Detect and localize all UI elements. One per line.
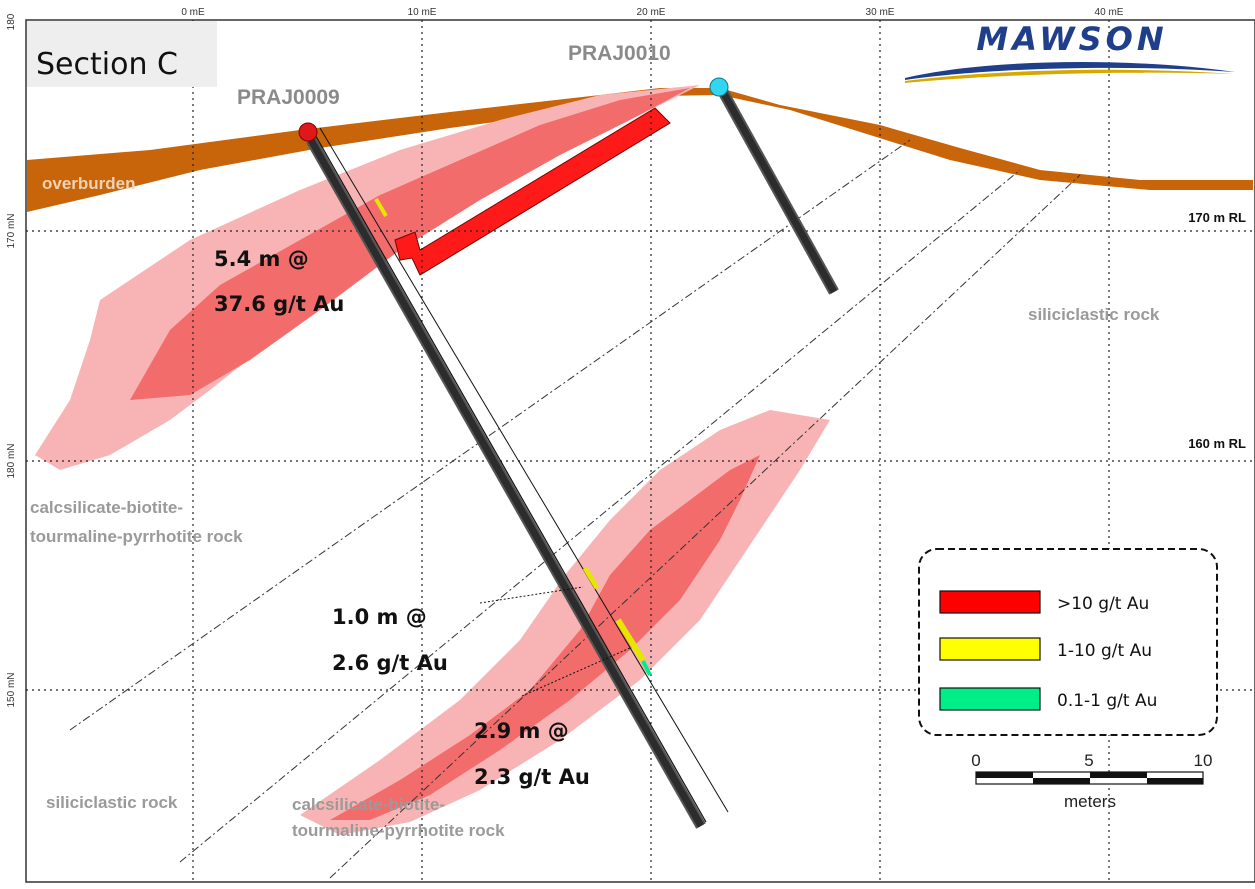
axis-label-0mE: 0 mE <box>181 7 205 18</box>
contact-line <box>179 169 1021 863</box>
drillhole-praj0009-core <box>307 138 705 828</box>
legend-label-medium: 1-10 g/t Au <box>1057 641 1152 661</box>
assay-tick-1-10 <box>615 618 646 662</box>
intercept-label-2-line2: 2.6 g/t Au <box>332 651 448 675</box>
trace-line-praj0009-outer <box>312 130 707 823</box>
trace-line-praj0009 <box>319 127 729 813</box>
axis-label-30mE: 30 mE <box>866 7 895 18</box>
upper-mineralised-core <box>130 88 690 400</box>
rock-label-siliciclastic-right: siliciclastic rock <box>1028 305 1160 324</box>
assay-intervals <box>374 197 652 676</box>
assay-tick-0.1-1 <box>641 660 652 676</box>
collar-praj0009 <box>298 122 318 142</box>
scale-unit: meters <box>1064 792 1116 811</box>
scale-seg <box>1090 772 1147 778</box>
scale-tick-0: 0 <box>971 751 980 770</box>
drillhole-label-praj0010: PRAJ0010 <box>568 42 671 65</box>
intercept-label-2-line1: 1.0 m @ <box>332 605 427 629</box>
axis-label-180mN: 180 mN <box>6 443 17 478</box>
intercept-label-3-line1: 2.9 m @ <box>474 719 569 743</box>
intercept-label-3-line2: 2.3 g/t Au <box>474 765 590 789</box>
mawson-logo: MAWSON <box>905 20 1235 83</box>
intercept-label-1-line2: 37.6 g/t Au <box>214 292 344 316</box>
rl-label-160: 160 m RL <box>1188 436 1246 451</box>
logo-swoosh-gold <box>905 69 1235 83</box>
collar-praj0010 <box>709 77 729 97</box>
scale-seg <box>1033 778 1090 784</box>
scale-seg <box>976 772 1033 778</box>
overburden-layer <box>27 88 1253 212</box>
axis-label-20mE: 20 mE <box>637 7 666 18</box>
axis-label-top-left: 180 <box>6 13 17 30</box>
legend-swatch-high <box>939 590 1041 614</box>
logo-text: MAWSON <box>976 20 1167 58</box>
rock-label-overburden: overburden <box>42 174 136 193</box>
scale-bar: 0 5 10 meters <box>971 751 1212 811</box>
contact-line <box>329 174 1081 879</box>
logo-swoosh <box>905 61 1235 80</box>
scale-tick-5: 5 <box>1084 751 1093 770</box>
legend-swatch-low <box>939 687 1041 711</box>
axis-label-40mE: 40 mE <box>1095 7 1124 18</box>
high-grade-zone <box>394 107 671 276</box>
axis-label-170mN: 170 mN <box>6 213 17 248</box>
rl-label-bg <box>1170 433 1250 453</box>
section-title-box <box>27 21 217 87</box>
rock-label-calcsilicate-bottom-1: calcsilicate-biotite- <box>292 795 445 814</box>
drillhole-label-praj0009: PRAJ0009 <box>237 86 340 109</box>
grid-lines <box>26 20 1253 882</box>
rl-label-170: 170 m RL <box>1188 210 1246 225</box>
axis-label-10mE: 10 mE <box>408 7 437 18</box>
rl-label-bg <box>1170 207 1250 227</box>
lower-mineralised-core <box>330 455 760 820</box>
legend-label-high: >10 g/t Au <box>1057 594 1149 614</box>
intercept-leader <box>479 586 584 604</box>
assay-tick-1-10 <box>582 566 600 590</box>
lithological-contacts <box>69 139 1081 879</box>
scale-tick-10: 10 <box>1194 751 1213 770</box>
legend: >10 g/t Au 1-10 g/t Au 0.1-1 g/t Au <box>918 548 1218 736</box>
rock-label-calcsilicate-left-1: calcsilicate-biotite- <box>30 498 183 517</box>
drillhole-praj0010-core <box>718 88 838 294</box>
legend-swatch-medium <box>939 637 1041 661</box>
rock-label-calcsilicate-left-2: tourmaline-pyrrhotite rock <box>30 527 243 546</box>
rock-label-siliciclastic-bottom: siliciclastic rock <box>46 793 178 812</box>
axis-label-150mN: 150 mN <box>6 672 17 707</box>
legend-label-low: 0.1-1 g/t Au <box>1057 691 1157 711</box>
scale-seg <box>1147 778 1203 784</box>
assay-tick-1-10 <box>374 197 388 218</box>
rock-label-calcsilicate-bottom-2: tourmaline-pyrrhotite rock <box>292 821 505 840</box>
section-title: Section C <box>36 47 178 82</box>
intercept-label-1-line1: 5.4 m @ <box>214 247 309 271</box>
contact-line <box>69 139 911 731</box>
